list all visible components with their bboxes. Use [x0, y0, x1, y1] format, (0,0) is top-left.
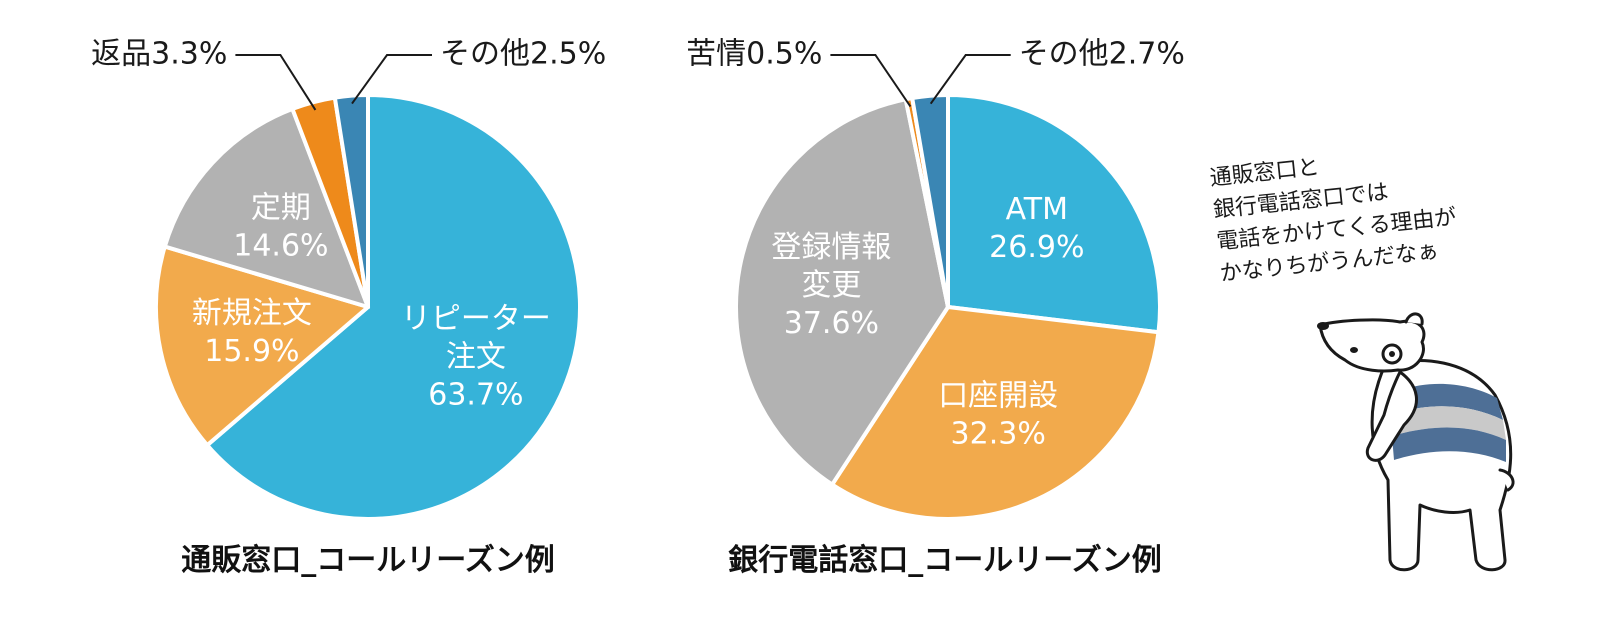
callout-label: 苦情0.5%	[686, 37, 822, 72]
bear-speech-note: 通販窓口と 銀行電話窓口では 電話をかけてくる理由が かなりちがうんだなぁ	[1209, 155, 1458, 287]
slice-label: 注文	[446, 340, 506, 375]
callout-label: その他2.5%	[440, 37, 606, 72]
slice-label: 定期	[251, 190, 311, 225]
callout-label: 返品3.3%	[91, 37, 227, 72]
mail-order-chart-title: 通販窓口_コールリーズン例	[181, 543, 555, 578]
pie-slice	[910, 93, 950, 309]
pie-slice	[154, 244, 370, 448]
slice-label: 14.6%	[233, 228, 328, 263]
slice-label: ATM	[1006, 192, 1068, 227]
slice-label: 37.6%	[784, 306, 879, 341]
bear-nose	[1317, 322, 1329, 330]
slice-label: 15.9%	[204, 334, 299, 369]
slice-label: 変更	[801, 268, 861, 303]
callout-label: その他2.7%	[1019, 37, 1185, 72]
pie-slice	[734, 97, 950, 487]
pie-slice	[162, 106, 370, 309]
bear-eye	[1350, 347, 1358, 353]
slice-label: 32.3%	[951, 417, 1046, 452]
bank-chart-title: 銀行電話窓口_コールリーズン例	[728, 543, 1162, 578]
slice-label: 63.7%	[428, 378, 523, 413]
pie-slice	[332, 93, 370, 309]
callout-leader-line	[830, 54, 912, 108]
polar-bear-illustration	[1317, 312, 1515, 572]
slice-label: 26.9%	[989, 230, 1084, 265]
slice-label: 新規注文	[192, 296, 312, 331]
callout-leader-line	[351, 54, 432, 105]
pie-slice	[205, 93, 582, 521]
note-line: 通販窓口と	[1209, 155, 1321, 191]
callout-leader-line	[235, 54, 317, 111]
slice-label: 登録情報	[771, 230, 891, 265]
pie-slice	[946, 93, 1162, 335]
callout-leader-line	[929, 54, 1011, 105]
slice-label: 口座開設	[938, 379, 1058, 414]
slice-label: リピーター	[401, 302, 551, 337]
